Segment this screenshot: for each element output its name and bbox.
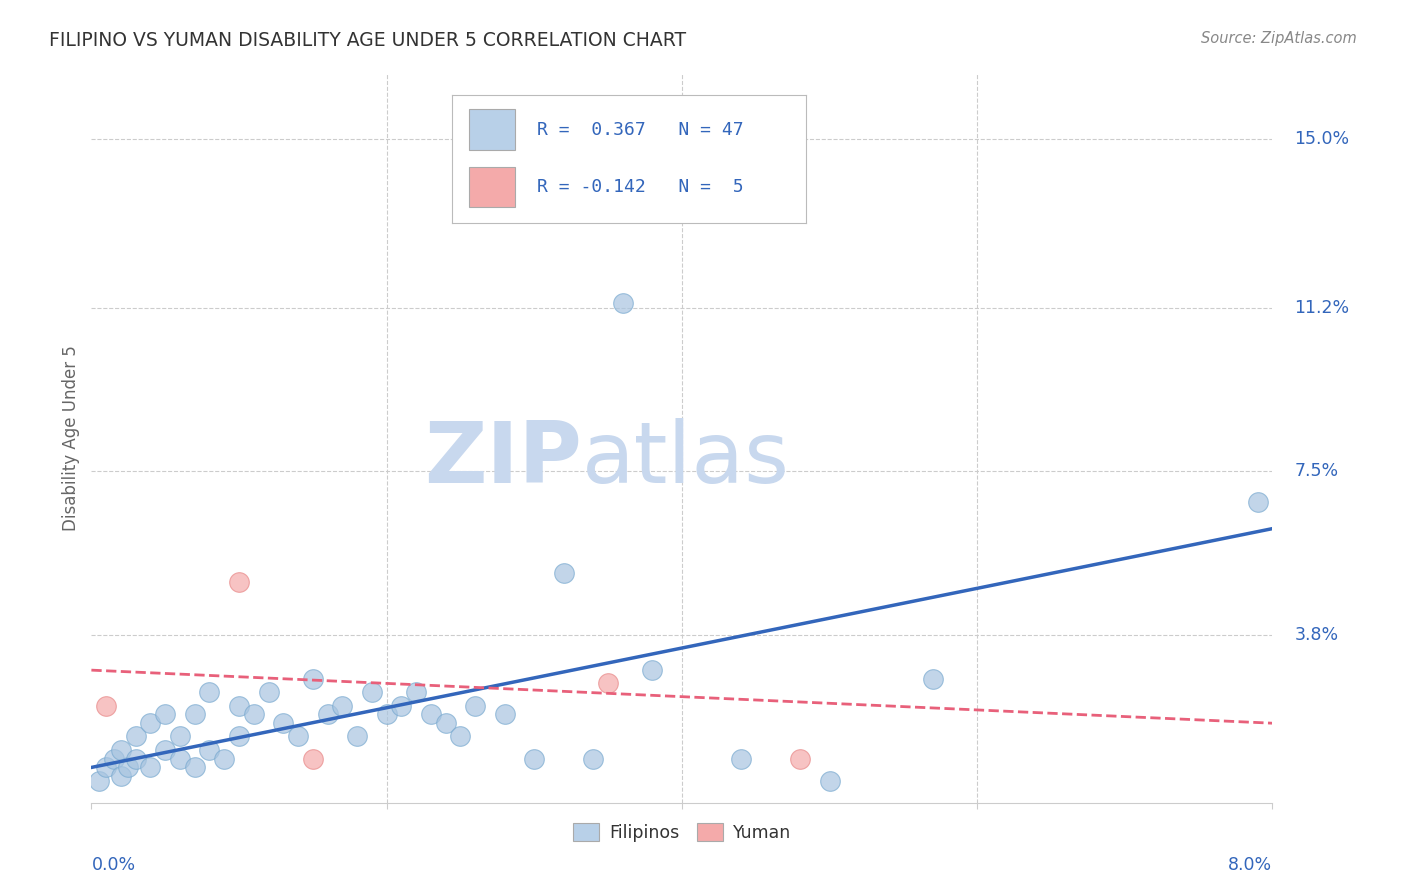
Point: [228, 574, 250, 589]
Point: [139, 716, 162, 731]
Point: [96, 698, 118, 713]
Point: [360, 685, 382, 699]
Point: [301, 751, 323, 765]
Text: ZIP: ZIP: [423, 418, 582, 501]
Point: [391, 698, 413, 713]
Point: [434, 716, 457, 731]
Point: [153, 707, 177, 722]
Point: [419, 707, 441, 722]
Point: [332, 698, 354, 713]
Point: [582, 751, 605, 765]
Point: [405, 685, 427, 699]
Point: [450, 730, 472, 744]
Point: [301, 672, 323, 686]
Point: [228, 698, 250, 713]
Text: 7.5%: 7.5%: [1295, 462, 1339, 480]
Point: [346, 730, 368, 744]
Point: [641, 663, 664, 677]
Point: [523, 751, 546, 765]
Text: FILIPINO VS YUMAN DISABILITY AGE UNDER 5 CORRELATION CHART: FILIPINO VS YUMAN DISABILITY AGE UNDER 5…: [49, 31, 686, 50]
Text: Source: ZipAtlas.com: Source: ZipAtlas.com: [1201, 31, 1357, 46]
Point: [110, 769, 132, 783]
Point: [612, 296, 634, 310]
Point: [169, 751, 191, 765]
Point: [183, 760, 207, 774]
Point: [316, 707, 339, 722]
Text: atlas: atlas: [582, 418, 790, 501]
Text: 15.0%: 15.0%: [1295, 130, 1350, 148]
Point: [169, 730, 191, 744]
Point: [110, 743, 132, 757]
Point: [124, 751, 148, 765]
Point: [96, 760, 118, 774]
Point: [287, 730, 309, 744]
Point: [464, 698, 486, 713]
Point: [153, 743, 177, 757]
Point: [730, 751, 752, 765]
Point: [818, 773, 841, 788]
Point: [103, 751, 125, 765]
Point: [198, 685, 221, 699]
Point: [183, 707, 207, 722]
Point: [494, 707, 516, 722]
Point: [228, 730, 250, 744]
Point: [375, 707, 398, 722]
Point: [789, 751, 811, 765]
Text: 8.0%: 8.0%: [1229, 855, 1272, 874]
Point: [243, 707, 266, 722]
Point: [124, 730, 148, 744]
Text: 0.0%: 0.0%: [91, 855, 135, 874]
Point: [139, 760, 162, 774]
Point: [1247, 495, 1270, 509]
Point: [117, 760, 139, 774]
Text: 11.2%: 11.2%: [1295, 299, 1350, 317]
Point: [257, 685, 280, 699]
Y-axis label: Disability Age Under 5: Disability Age Under 5: [62, 345, 80, 531]
Point: [198, 743, 221, 757]
Point: [271, 716, 295, 731]
Point: [214, 751, 236, 765]
Legend: Filipinos, Yuman: Filipinos, Yuman: [565, 816, 799, 849]
Point: [598, 676, 620, 690]
Point: [87, 773, 110, 788]
Text: 3.8%: 3.8%: [1295, 626, 1339, 644]
Point: [553, 566, 575, 580]
Point: [922, 672, 945, 686]
